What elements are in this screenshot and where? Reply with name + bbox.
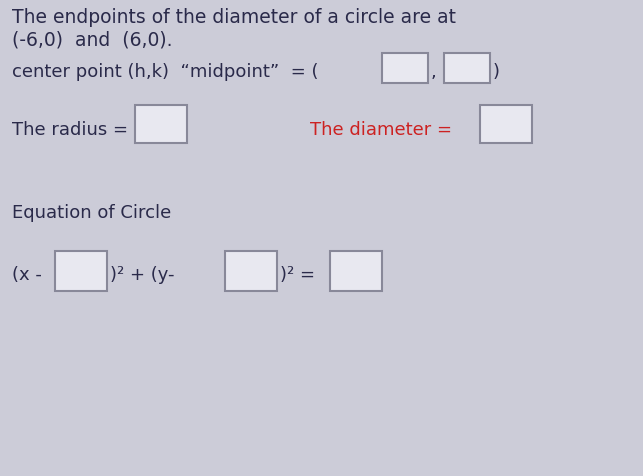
Text: The radius =: The radius =: [12, 121, 134, 139]
Text: ): ): [493, 63, 500, 81]
FancyBboxPatch shape: [135, 105, 187, 143]
Text: (-6,0)  and  (6,0).: (-6,0) and (6,0).: [12, 31, 172, 50]
Text: )² =: )² =: [280, 266, 321, 284]
Text: The diameter =: The diameter =: [310, 121, 458, 139]
FancyBboxPatch shape: [480, 105, 532, 143]
Text: )² + (y-: )² + (y-: [110, 266, 180, 284]
FancyBboxPatch shape: [330, 251, 382, 291]
Text: ,: ,: [431, 63, 437, 81]
Text: Equation of Circle: Equation of Circle: [12, 204, 171, 222]
Text: The endpoints of the diameter of a circle are at: The endpoints of the diameter of a circl…: [12, 8, 456, 27]
FancyBboxPatch shape: [55, 251, 107, 291]
FancyBboxPatch shape: [444, 53, 490, 83]
Text: (x -: (x -: [12, 266, 48, 284]
FancyBboxPatch shape: [382, 53, 428, 83]
FancyBboxPatch shape: [225, 251, 277, 291]
Text: center point (h,k)  “midpoint”  = (: center point (h,k) “midpoint” = (: [12, 63, 318, 81]
